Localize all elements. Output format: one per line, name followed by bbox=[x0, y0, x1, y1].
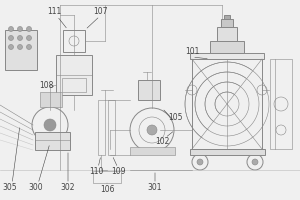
Text: 108: 108 bbox=[39, 80, 53, 90]
Bar bbox=[192, 59, 262, 149]
Circle shape bbox=[8, 45, 14, 49]
Bar bbox=[210, 41, 244, 53]
Circle shape bbox=[26, 36, 32, 40]
Circle shape bbox=[26, 45, 32, 49]
Text: 301: 301 bbox=[148, 184, 162, 192]
Circle shape bbox=[252, 159, 258, 165]
Circle shape bbox=[8, 36, 14, 40]
Bar bbox=[63, 30, 85, 52]
Text: 101: 101 bbox=[185, 47, 199, 56]
Circle shape bbox=[197, 159, 203, 165]
Circle shape bbox=[17, 36, 22, 40]
Text: 107: 107 bbox=[93, 7, 107, 17]
Bar bbox=[56, 55, 92, 95]
Bar bbox=[98, 100, 105, 155]
Circle shape bbox=[17, 26, 22, 31]
Bar bbox=[108, 100, 115, 155]
Text: 106: 106 bbox=[100, 186, 114, 194]
Text: 300: 300 bbox=[29, 184, 43, 192]
Bar bbox=[130, 147, 175, 155]
Text: 110: 110 bbox=[89, 168, 103, 176]
Bar bbox=[35, 132, 70, 150]
Bar bbox=[217, 27, 237, 41]
Bar bbox=[221, 19, 233, 27]
Bar bbox=[62, 78, 86, 92]
Circle shape bbox=[17, 45, 22, 49]
Text: 105: 105 bbox=[168, 114, 182, 122]
Circle shape bbox=[44, 119, 56, 131]
Text: 111: 111 bbox=[47, 7, 61, 17]
Circle shape bbox=[8, 26, 14, 31]
Text: 102: 102 bbox=[155, 136, 169, 146]
Bar bbox=[5, 30, 37, 70]
Circle shape bbox=[26, 26, 32, 31]
Bar bbox=[138, 80, 160, 100]
Bar bbox=[190, 149, 265, 155]
Bar bbox=[40, 92, 62, 107]
Bar bbox=[93, 171, 121, 183]
Text: 302: 302 bbox=[61, 184, 75, 192]
Text: 109: 109 bbox=[111, 168, 125, 176]
Bar bbox=[224, 15, 230, 19]
Bar bbox=[190, 53, 264, 59]
Bar bbox=[270, 59, 292, 149]
Text: 305: 305 bbox=[3, 184, 17, 192]
Circle shape bbox=[147, 125, 157, 135]
